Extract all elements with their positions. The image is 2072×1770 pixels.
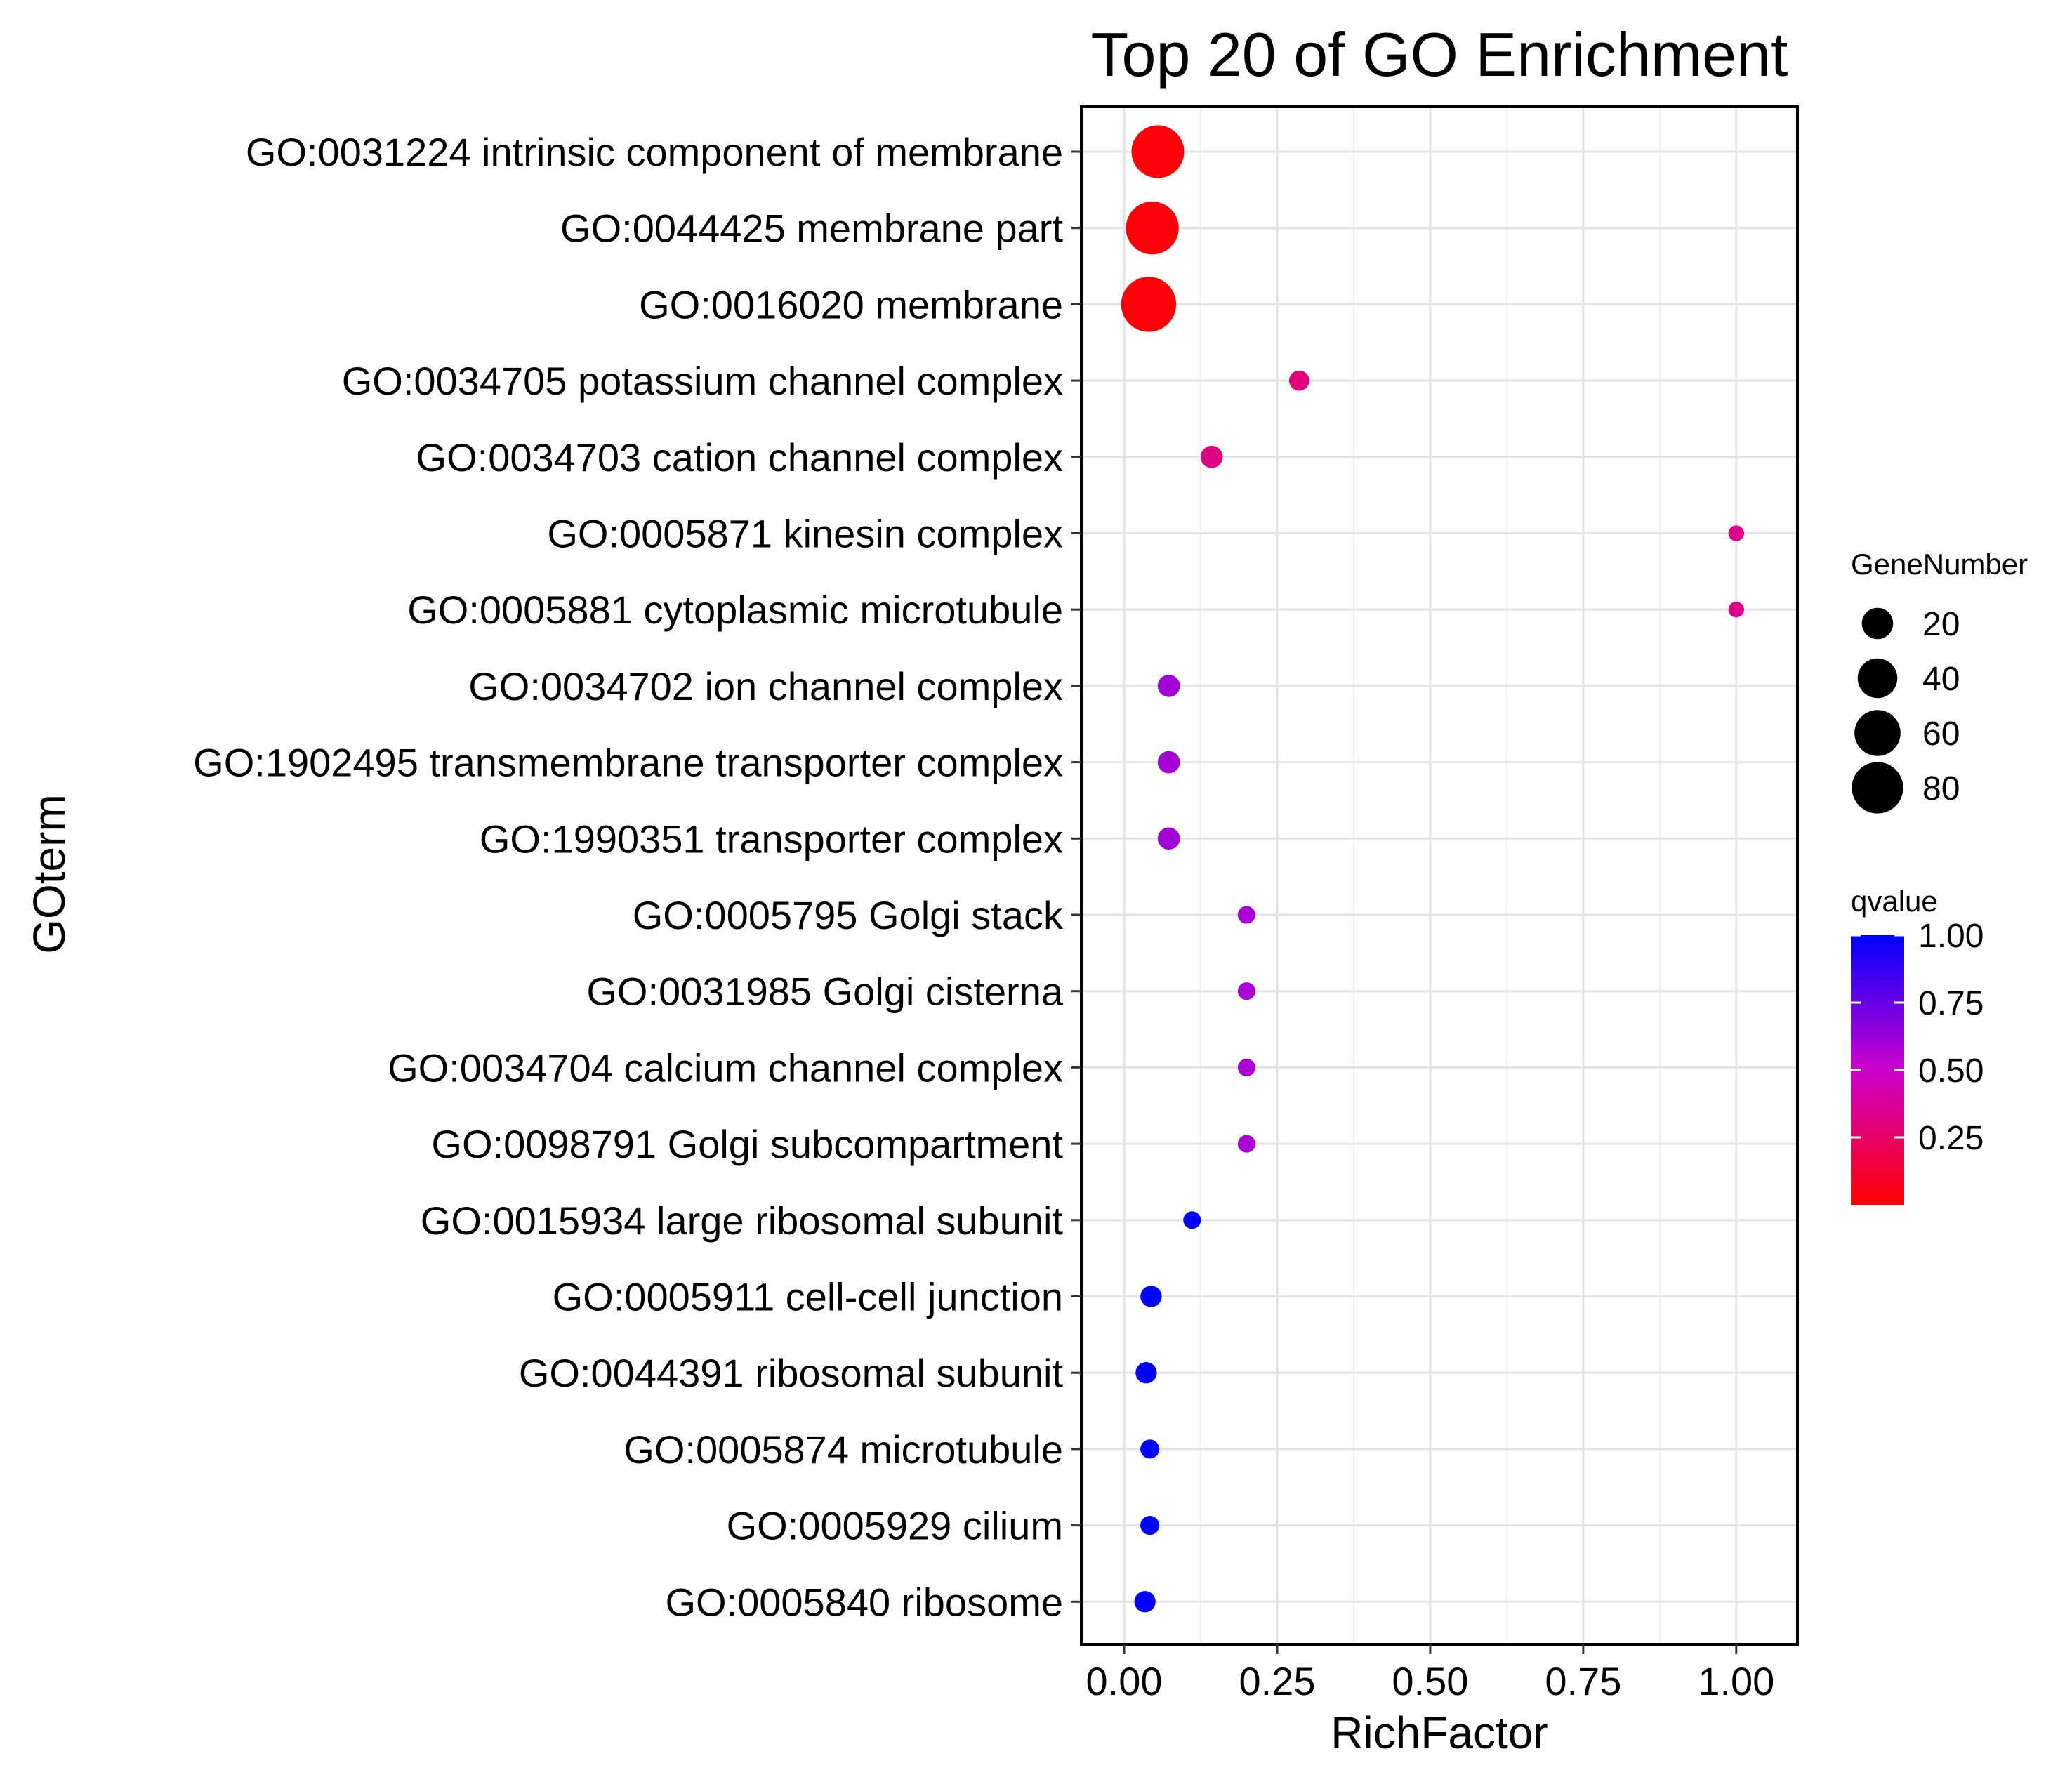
y-tick-label: GO:0031985 Golgi cisterna: [586, 970, 1063, 1014]
data-point: [1131, 125, 1185, 178]
data-point: [1728, 525, 1745, 541]
y-tick-label: GO:0034703 cation channel complex: [416, 435, 1063, 480]
size-legend-label: 40: [1922, 661, 1960, 698]
size-legend-items: 20 40 60 80: [1852, 606, 1960, 814]
y-tick-label: GO:0016020 membrane: [639, 282, 1063, 326]
data-point: [1237, 1058, 1255, 1076]
x-tick-label: 0.00: [1086, 1659, 1163, 1703]
size-legend-label: 60: [1922, 715, 1960, 753]
colorbar-label: 0.50: [1918, 1052, 1984, 1090]
y-tick-label: GO:0034705 potassium channel complex: [342, 359, 1063, 403]
size-legend-label: 20: [1922, 606, 1960, 643]
plot-panel: [1081, 107, 1797, 1644]
qvalue-legend: qvalue 0.25 0.50 0.75 1.00: [1851, 885, 1984, 1205]
y-tick-label: GO:0098791 Golgi subcompartment: [431, 1122, 1063, 1166]
data-point: [1728, 602, 1745, 618]
data-point: [1140, 1286, 1162, 1307]
y-tick-label: GO:0005840 ribosome: [665, 1580, 1063, 1624]
x-tick-label: 0.50: [1392, 1659, 1468, 1703]
x-axis-title: RichFactor: [1331, 1708, 1548, 1758]
x-tick-label: 1.00: [1698, 1659, 1774, 1703]
y-tick-label: GO:1902495 transmembrane transporter com…: [193, 741, 1063, 785]
data-point: [1288, 370, 1309, 391]
x-tick-label: 0.75: [1545, 1659, 1621, 1703]
data-point: [1157, 675, 1180, 697]
y-tick-label: GO:0005795 Golgi stack: [633, 893, 1064, 937]
chart-title: Top 20 of GO Enrichment: [1091, 20, 1788, 89]
size-legend-label: 80: [1922, 770, 1960, 807]
data-point: [1134, 1591, 1156, 1613]
size-legend-title: GeneNumber: [1851, 548, 2028, 581]
y-tick-label: GO:0015934 large ribosomal subunit: [421, 1198, 1064, 1243]
colorbar-label: 0.25: [1918, 1120, 1984, 1157]
data-point: [1140, 1516, 1160, 1535]
data-point: [1157, 827, 1180, 850]
size-legend-key: [1857, 658, 1898, 699]
grid-lines: [1081, 107, 1797, 1644]
y-tick-label: GO:0044425 membrane part: [560, 206, 1063, 251]
data-point: [1121, 277, 1177, 332]
data-point: [1200, 445, 1223, 468]
y-tick-label: GO:0005929 cilium: [727, 1504, 1063, 1548]
data-points: [1121, 125, 1745, 1613]
size-legend-key: [1852, 762, 1903, 814]
y-tick-label: GO:0005871 kinesin complex: [547, 512, 1063, 556]
y-tick-label: GO:0044391 ribosomal subunit: [519, 1351, 1064, 1395]
data-point: [1135, 1362, 1157, 1384]
y-tick-label: GO:0034704 calcium channel complex: [388, 1045, 1063, 1090]
y-tick-label: GO:1990351 transporter complex: [480, 817, 1063, 861]
x-axis: 0.00 0.25 0.50 0.75 1.00: [1086, 1644, 1774, 1703]
data-point: [1183, 1211, 1201, 1229]
colorbar-label: 1.00: [1918, 918, 1984, 955]
y-tick-label: GO:0031224 intrinsic component of membra…: [246, 130, 1063, 174]
colorbar-label: 0.75: [1918, 985, 1984, 1022]
y-axis: GO:0031224 intrinsic component of membra…: [193, 130, 1081, 1624]
color-legend-ticks: 0.25 0.50 0.75 1.00: [1851, 918, 1984, 1157]
plot-border: [1080, 105, 1799, 1646]
y-tick-label: GO:0005874 microtubule: [623, 1427, 1063, 1472]
data-point: [1237, 906, 1255, 924]
size-legend-key: [1854, 710, 1901, 756]
data-point: [1237, 1135, 1255, 1153]
y-tick-label: GO:0005911 cell-cell junction: [553, 1275, 1063, 1319]
y-axis-title: GOterm: [24, 794, 74, 954]
data-point: [1126, 202, 1179, 255]
size-legend-key: [1861, 607, 1894, 640]
y-tick-label: GO:0034702 ion channel complex: [468, 664, 1063, 708]
x-tick-label: 0.25: [1239, 1659, 1315, 1703]
data-point: [1140, 1439, 1160, 1459]
color-legend-title: qvalue: [1851, 885, 1938, 918]
data-point: [1237, 982, 1255, 1000]
gene-number-legend: GeneNumber 20 40 60 80: [1851, 548, 2028, 814]
data-point: [1157, 751, 1180, 774]
y-tick-label: GO:0005881 cytoplasmic microtubule: [407, 588, 1063, 632]
